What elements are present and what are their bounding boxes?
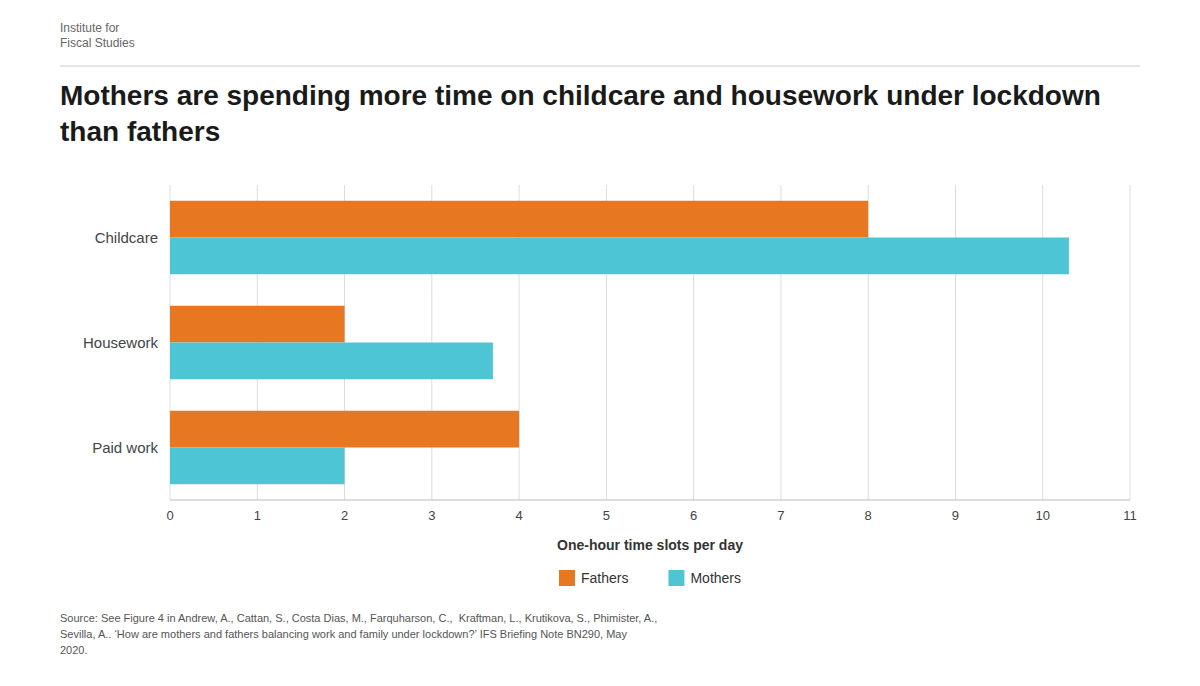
page: {"chart_data": { "type": "bar", "orienta… bbox=[0, 0, 1200, 686]
legend-label: Mothers bbox=[690, 570, 741, 586]
tick-label: 9 bbox=[952, 508, 959, 523]
title: Mothers are spending more time on childc… bbox=[60, 80, 1101, 147]
source-text-line: Sevilla, A.. ‘How are mothers and father… bbox=[60, 628, 627, 640]
bar bbox=[170, 306, 345, 343]
bars bbox=[170, 201, 1069, 485]
chart: Institute forFiscal Studies Mothers are s… bbox=[0, 0, 1200, 686]
bar bbox=[170, 238, 1069, 275]
bar bbox=[170, 448, 345, 485]
bar bbox=[170, 411, 519, 448]
category-label: Housework bbox=[83, 334, 159, 351]
x-axis-line bbox=[170, 500, 1130, 501]
tick-label: 11 bbox=[1123, 508, 1137, 523]
header-text: Institute forFiscal Studies bbox=[60, 21, 135, 50]
bar bbox=[170, 201, 868, 238]
header-text-line: Fiscal Studies bbox=[60, 36, 135, 50]
source-text-line: 2020. bbox=[60, 644, 88, 656]
tick-label: 10 bbox=[1035, 508, 1049, 523]
tick-label: 0 bbox=[166, 508, 173, 523]
source-text-line: Source: See Figure 4 in Andrew, A., Catt… bbox=[60, 612, 657, 624]
tick-label: 7 bbox=[777, 508, 784, 523]
title-line: Mothers are spending more time on childc… bbox=[60, 80, 1101, 111]
tick-label: 1 bbox=[254, 508, 261, 523]
tick-label: 3 bbox=[428, 508, 435, 523]
title-line: than fathers bbox=[60, 116, 220, 147]
source-text: Source: See Figure 4 in Andrew, A., Catt… bbox=[60, 612, 657, 656]
x-axis-label: One-hour time slots per day bbox=[557, 537, 743, 553]
bar bbox=[170, 343, 493, 380]
legend-label: Fathers bbox=[581, 570, 628, 586]
header-rule bbox=[60, 66, 1140, 67]
tick-label: 5 bbox=[603, 508, 610, 523]
grid-line bbox=[1130, 185, 1131, 500]
grid-line bbox=[955, 185, 956, 500]
legend: Fathers Mothers bbox=[559, 570, 741, 586]
tick-label: 6 bbox=[690, 508, 697, 523]
legend-swatch bbox=[559, 570, 575, 586]
grid-line bbox=[1042, 185, 1043, 500]
tick-label: 8 bbox=[865, 508, 872, 523]
category-label: Childcare bbox=[95, 229, 158, 246]
tick-label: 4 bbox=[515, 508, 522, 523]
category-label: Paid work bbox=[92, 439, 158, 456]
header-text-line: Institute for bbox=[60, 21, 119, 35]
tick-label: 2 bbox=[341, 508, 348, 523]
legend-swatch bbox=[668, 570, 684, 586]
